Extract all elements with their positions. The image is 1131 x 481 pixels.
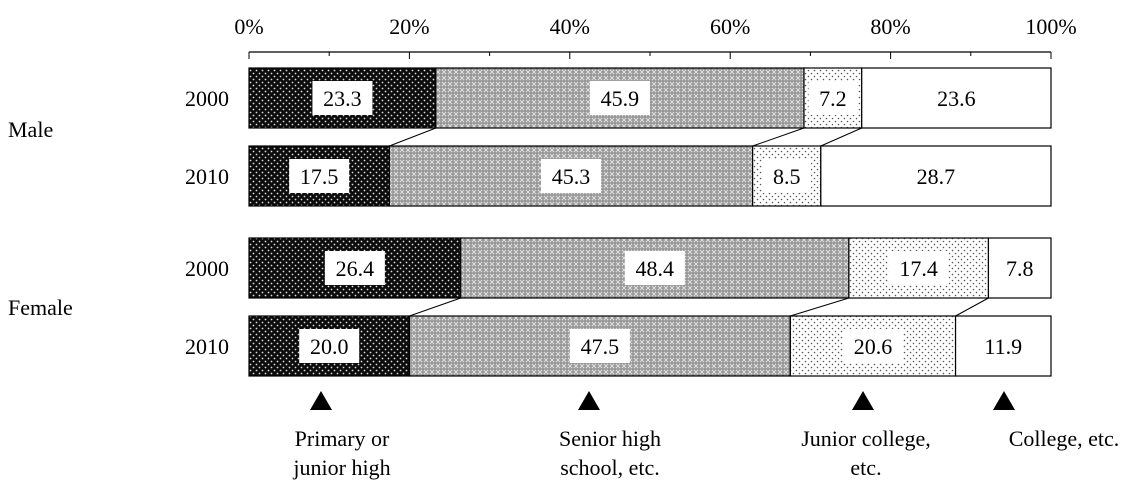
value-label: 20.6 — [854, 334, 893, 359]
value-label: 8.5 — [773, 164, 801, 189]
connector-line — [790, 297, 850, 317]
legend-label: school, etc. — [560, 455, 660, 480]
year-label: 2000 — [185, 256, 229, 281]
x-tick-label: 60% — [710, 14, 750, 39]
x-tick-label: 40% — [550, 14, 590, 39]
year-label: 2000 — [185, 86, 229, 111]
x-tick-label: 80% — [870, 14, 910, 39]
value-label: 48.4 — [636, 256, 675, 281]
connector-line — [409, 297, 461, 317]
value-label: 23.6 — [937, 86, 976, 111]
legend-triangle-marker — [310, 391, 332, 410]
value-label-box — [808, 81, 858, 115]
legend-triangle-marker — [578, 391, 600, 410]
connector-line — [955, 297, 989, 317]
value-label: 47.5 — [581, 334, 620, 359]
connector-line — [820, 127, 862, 147]
x-tick-label: 100% — [1025, 14, 1076, 39]
value-label: 45.3 — [552, 164, 591, 189]
connector-lines — [389, 127, 989, 317]
value-label-box — [624, 251, 685, 285]
value-label-box — [995, 251, 1044, 285]
x-tick-label: 0% — [234, 14, 263, 39]
connector-line — [752, 127, 805, 147]
x-tick-label: 20% — [389, 14, 429, 39]
connector-line — [389, 127, 437, 147]
value-label-box — [762, 159, 811, 193]
legend-label: junior high — [292, 455, 390, 480]
value-label-box — [569, 329, 630, 363]
x-axis: 0% 20% 40% 60% 80% 100% — [234, 14, 1077, 59]
value-label: 17.5 — [300, 164, 339, 189]
value-label: 45.9 — [601, 86, 640, 111]
value-label: 7.2 — [819, 86, 847, 111]
group-label: Male — [8, 117, 53, 142]
legend-label: Primary or — [295, 426, 390, 451]
value-label-box — [541, 159, 602, 193]
value-label-box — [324, 251, 385, 285]
legend-label: College, etc. — [1009, 426, 1120, 451]
value-label: 20.0 — [310, 334, 349, 359]
value-label: 28.7 — [917, 164, 956, 189]
value-label-box — [888, 251, 949, 285]
group-label: Female — [8, 295, 73, 320]
value-label: 17.4 — [899, 256, 938, 281]
legend-triangle-marker — [852, 391, 874, 410]
category-labels: 2000 2010 2000 2010 Male Female — [8, 86, 229, 359]
value-label: 7.8 — [1006, 256, 1034, 281]
legend-triangle-marker — [993, 391, 1015, 410]
value-label-box — [905, 159, 966, 193]
value-label: 26.4 — [336, 256, 375, 281]
value-label-box — [842, 329, 903, 363]
value-label-box — [312, 81, 373, 115]
legend: Primary or junior high Senior high school, … — [292, 391, 1119, 480]
bar-segment — [248, 145, 390, 207]
value-label-box — [299, 329, 360, 363]
value-label-box — [926, 81, 987, 115]
bars: 23.3 45.9 7.2 23.6 17.5 45.3 8.5 28.7 26.4 48.4 17… — [248, 67, 1052, 377]
year-label: 2010 — [185, 334, 229, 359]
legend-label: Junior college, — [801, 426, 931, 451]
value-label-box — [289, 159, 350, 193]
legend-label: etc. — [850, 455, 881, 480]
value-label-box — [589, 81, 650, 115]
legend-label: Senior high — [559, 426, 661, 451]
value-label: 11.9 — [984, 334, 1022, 359]
value-label: 23.3 — [323, 86, 362, 111]
year-label: 2010 — [185, 164, 229, 189]
value-label-box — [973, 329, 1034, 363]
